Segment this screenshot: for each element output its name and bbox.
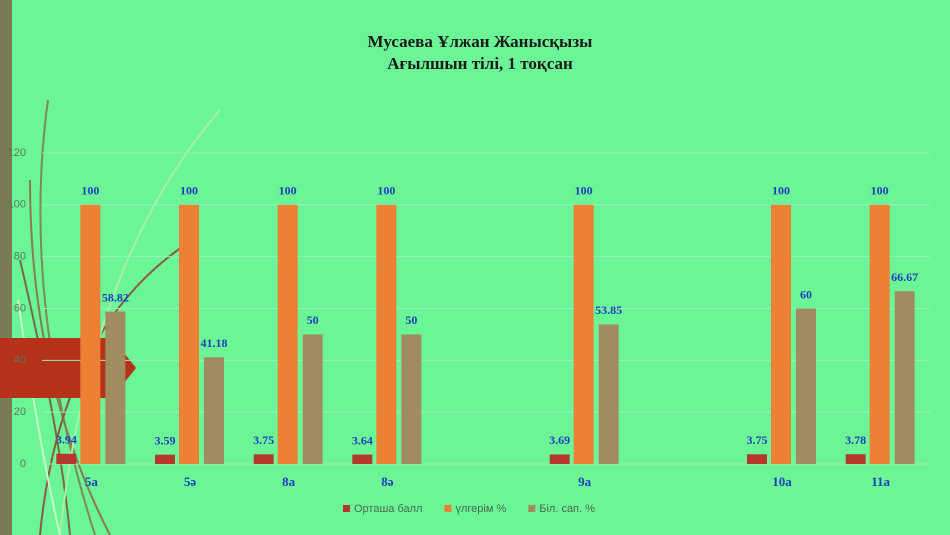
- bar: [796, 308, 816, 464]
- x-tick-label: 11а: [871, 474, 890, 489]
- chart-title: Мусаева Ұлжан Жанысқызы: [368, 32, 593, 51]
- data-label: 60: [800, 287, 812, 301]
- bar: [869, 204, 890, 465]
- x-tick-label: 5а: [85, 474, 99, 489]
- bar: [204, 357, 224, 464]
- legend-swatch: [528, 505, 536, 512]
- bar: [549, 454, 570, 464]
- data-label: 3.75: [747, 433, 768, 447]
- bar: [80, 204, 101, 465]
- bar: [155, 454, 175, 464]
- data-label: 100: [279, 184, 297, 198]
- x-tick-label: 8ә: [381, 474, 394, 489]
- y-tick-label: 100: [8, 199, 26, 211]
- data-label: 100: [575, 184, 593, 198]
- data-label: 100: [180, 184, 198, 198]
- bar: [302, 334, 323, 464]
- data-label: 66.67: [891, 270, 918, 284]
- data-label: 100: [871, 184, 889, 198]
- chart-subtitle: Ағылшын тілі, 1 тоқсан: [387, 54, 573, 73]
- data-label: 58.82: [102, 290, 129, 304]
- legend-label: Біл. сап. %: [539, 503, 595, 515]
- bar: [401, 334, 422, 464]
- data-label: 53.85: [595, 303, 622, 317]
- data-label: 3.69: [549, 433, 570, 447]
- bar: [747, 454, 767, 464]
- x-tick-label: 5ә: [184, 474, 197, 489]
- bar: [105, 311, 126, 464]
- y-tick-label: 60: [14, 302, 26, 314]
- y-tick-label: 20: [14, 406, 26, 418]
- legend-label: үлгерім %: [455, 503, 506, 515]
- data-label: 3.75: [253, 433, 274, 447]
- bar: [598, 324, 619, 464]
- data-label: 50: [307, 313, 319, 327]
- bar: [771, 204, 791, 465]
- data-label: 3.59: [155, 433, 176, 447]
- bar: [253, 454, 274, 464]
- data-label: 100: [377, 184, 395, 198]
- bar: [56, 453, 77, 464]
- data-label: 3.64: [352, 433, 373, 447]
- legend-swatch: [343, 505, 350, 512]
- legend-label: Орташа балл: [354, 503, 422, 515]
- data-label: 100: [772, 184, 790, 198]
- data-label: 3.94: [56, 433, 77, 447]
- left-stripe: [0, 0, 12, 535]
- x-tick-label: 9а: [578, 474, 592, 489]
- bar: [845, 454, 866, 464]
- y-tick-label: 0: [20, 458, 26, 470]
- data-label: 100: [81, 184, 99, 198]
- legend-swatch: [444, 505, 452, 512]
- bar: [376, 204, 397, 465]
- y-tick-label: 120: [8, 147, 26, 159]
- data-label: 3.78: [845, 433, 866, 447]
- bar: [894, 291, 915, 464]
- data-label: 41.18: [201, 336, 228, 350]
- x-tick-label: 10а: [772, 474, 792, 489]
- x-tick-label: 8а: [282, 474, 296, 489]
- bar: [179, 204, 199, 465]
- data-label: 50: [405, 313, 417, 327]
- y-tick-label: 80: [14, 251, 26, 263]
- bar: [352, 454, 373, 464]
- bar: [277, 204, 298, 465]
- arrow-shape: [0, 338, 136, 398]
- bar: [573, 204, 594, 465]
- y-tick-label: 40: [14, 354, 26, 366]
